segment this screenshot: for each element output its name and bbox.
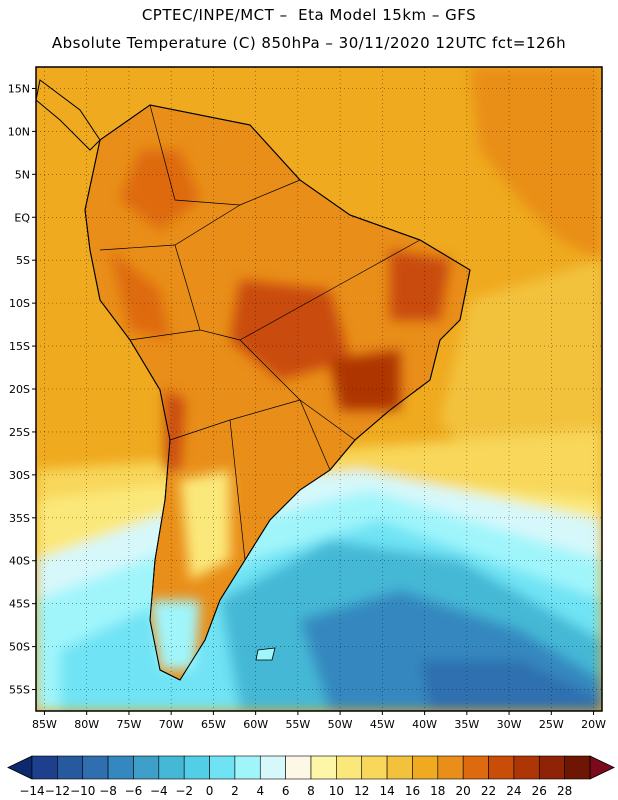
colorbar-swatch	[462, 755, 489, 780]
lon-label: 25W	[539, 718, 564, 731]
colorbar-label: 4	[256, 784, 264, 798]
temperature-field	[36, 67, 602, 711]
lat-label: EQ	[14, 211, 30, 224]
lon-label: 65W	[201, 718, 226, 731]
colorbar-label: 12	[354, 784, 369, 798]
colorbar-swatch	[82, 755, 109, 780]
graticule	[32, 67, 602, 715]
country-borders	[99, 104, 421, 561]
colorbar-label: 18	[430, 784, 445, 798]
lon-label: 50W	[328, 718, 353, 731]
lon-label: 45W	[370, 718, 395, 731]
lat-label: 30S	[9, 469, 30, 482]
colorbar-swatch	[386, 755, 413, 780]
chart-title-line-1: CPTEC/INPE/MCT – Eta Model 15km – GFS	[141, 6, 477, 24]
falkland-islands	[255, 647, 276, 661]
colorbar-swatch	[336, 755, 363, 780]
colorbar-over-arrow	[589, 755, 615, 780]
colorbar-label: 26	[532, 784, 547, 798]
colorbar-swatch	[158, 755, 185, 780]
colorbar-label: −2	[175, 784, 193, 798]
colorbar-swatch	[513, 755, 540, 780]
colorbar-label: 28	[557, 784, 572, 798]
colorbar-label: −4	[150, 784, 168, 798]
lat-label: 15N	[8, 82, 30, 95]
lon-label: 30W	[497, 718, 522, 731]
colorbar-swatch	[310, 755, 337, 780]
colorbar-swatch	[57, 755, 84, 780]
colorbar-swatch	[259, 755, 286, 780]
colorbar-label: 10	[329, 784, 344, 798]
colorbar-swatch	[538, 755, 565, 780]
colorbar-under-arrow	[7, 755, 33, 780]
lon-label: 70W	[159, 718, 184, 731]
lat-label: 20S	[9, 383, 30, 396]
lat-label: 10N	[8, 125, 30, 138]
lon-label: 85W	[32, 718, 57, 731]
lon-label: 40W	[412, 718, 437, 731]
lon-label: 35W	[454, 718, 479, 731]
colorbar-swatch	[488, 755, 515, 780]
longitude-labels: 85W 80W 75W 70W 65W 60W 55W 50W 45W 40W 35W 30W 25W 2…	[32, 718, 606, 731]
colorbar-label: −10	[70, 784, 95, 798]
colorbar-swatch	[437, 755, 464, 780]
lat-label: 50S	[9, 641, 30, 654]
colorbar-label: 8	[307, 784, 315, 798]
colorbar-swatch	[183, 755, 210, 780]
lat-label: 5N	[15, 168, 30, 181]
colorbar-swatch	[31, 755, 58, 780]
lat-label: 55S	[9, 684, 30, 697]
latitude-labels: 15N 10N 5N EQ 5S 10S 15S 20S 25S 30S 35S 40S 45S 50S 5…	[8, 82, 31, 696]
lon-label: 55W	[285, 718, 310, 731]
lat-label: 25S	[9, 426, 30, 439]
colorbar-label: 14	[379, 784, 394, 798]
lon-label: 80W	[74, 718, 99, 731]
colorbar	[7, 755, 615, 780]
colorbar-label: 20	[456, 784, 471, 798]
colorbar-label: 6	[282, 784, 290, 798]
colorbar-label: 22	[481, 784, 496, 798]
lat-label: 15S	[9, 340, 30, 353]
lat-label: 45S	[9, 598, 30, 611]
colorbar-swatch	[107, 755, 134, 780]
colorbar-swatch	[361, 755, 388, 780]
colorbar-label: −14	[19, 784, 44, 798]
colorbar-label: −12	[45, 784, 70, 798]
lat-label: 35S	[9, 512, 30, 525]
lon-label: 60W	[243, 718, 268, 731]
colorbar-swatch	[209, 755, 236, 780]
colorbar-swatch	[285, 755, 312, 780]
colorbar-swatch	[234, 755, 261, 780]
colorbar-label: 0	[206, 784, 214, 798]
lat-label: 10S	[9, 297, 30, 310]
colorbar-label: −6	[125, 784, 143, 798]
colorbar-swatch	[564, 755, 591, 780]
colorbar-label: 16	[405, 784, 420, 798]
colorbar-label: 2	[231, 784, 239, 798]
colorbar-label: −8	[99, 784, 117, 798]
lat-label: 40S	[9, 555, 30, 568]
colorbar-swatch	[133, 755, 160, 780]
colorbar-label: 24	[506, 784, 521, 798]
colorbar-swatch	[412, 755, 439, 780]
lon-label: 20W	[581, 718, 606, 731]
colorbar-labels: −14 −12 −10 −8 −6 −4 −2 0 2 4 6 8 10 12 14 16 18 20 22 24 26…	[19, 784, 572, 798]
chart-title-line-2: Absolute Temperature (C) 850hPa – 30/11/…	[51, 34, 567, 52]
lon-label: 75W	[116, 718, 141, 731]
lat-label: 5S	[16, 254, 30, 267]
